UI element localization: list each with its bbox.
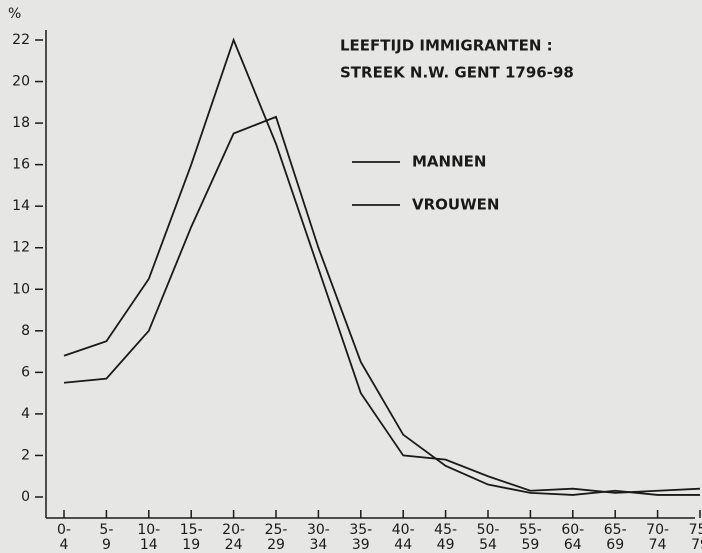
x-tick-label: 55-59 <box>519 522 542 553</box>
x-tick-label: 20-24 <box>222 522 245 553</box>
x-tick-label-part: 60- <box>561 522 584 538</box>
x-tick-label-part: 74 <box>649 537 667 553</box>
x-tick-label-part: 75- <box>689 522 702 538</box>
x-tick-label-part: 29 <box>267 537 285 553</box>
x-tick-label: 15-19 <box>180 522 203 553</box>
x-tick-label-part: 55- <box>519 522 542 538</box>
x-tick-label-part: 69 <box>606 537 624 553</box>
x-tick-label-part: 49 <box>437 537 455 553</box>
x-tick-label: 40-44 <box>392 522 415 553</box>
y-tick-label: 8 <box>21 323 30 339</box>
x-tick-label-part: 79 <box>691 537 702 553</box>
x-tick-label: 45-49 <box>434 522 457 553</box>
chart-subtitle: STREEK N.W. GENT 1796-98 <box>340 64 574 82</box>
x-tick-label: 70-74 <box>646 522 669 553</box>
x-tick-label-part: 70- <box>646 522 669 538</box>
x-tick-label: 60-64 <box>561 522 584 553</box>
y-tick-label: 20 <box>12 74 30 90</box>
y-tick-label: 10 <box>12 281 30 297</box>
legend-label: VROUWEN <box>412 196 499 214</box>
series-line <box>63 37 701 494</box>
y-tick-label: 4 <box>21 406 30 422</box>
x-tick-label-part: 4 <box>60 537 69 553</box>
x-tick-label-part: 20- <box>222 522 245 538</box>
y-tick-label: 2 <box>21 447 30 463</box>
x-tick-label: 35-39 <box>349 522 372 553</box>
x-tick-label: 25-29 <box>265 522 288 553</box>
x-tick-label: 50-54 <box>477 522 500 553</box>
series-line <box>63 115 700 496</box>
x-tick-label-part: 24 <box>225 537 243 553</box>
chart-title: LEEFTIJD IMMIGRANTEN : <box>340 37 553 55</box>
x-tick-label: 65-69 <box>604 522 627 553</box>
x-tick-label: 0-4 <box>57 522 71 553</box>
x-tick-label-part: 25- <box>265 522 288 538</box>
x-tick-label-part: 54 <box>479 537 497 553</box>
x-tick-label-part: 44 <box>394 537 412 553</box>
y-tick-label: 6 <box>21 364 30 380</box>
y-tick-label: 0 <box>21 489 30 505</box>
x-tick-label: 10-14 <box>137 522 160 553</box>
y-axis-label: % <box>8 6 21 22</box>
x-tick-label-part: 35- <box>349 522 372 538</box>
x-tick-label-part: 50- <box>477 522 500 538</box>
x-tick-label-part: 0- <box>57 522 71 538</box>
x-tick-label: 5-9 <box>99 522 113 553</box>
y-tick-label: 16 <box>12 157 30 173</box>
y-tick-label: 12 <box>12 240 30 256</box>
x-tick-label-part: 34 <box>309 537 327 553</box>
x-tick-label-part: 45- <box>434 522 457 538</box>
x-tick-label-part: 59 <box>521 537 539 553</box>
x-tick-label-part: 30- <box>307 522 330 538</box>
x-tick-label-part: 39 <box>352 537 370 553</box>
x-tick-label-part: 14 <box>140 537 158 553</box>
x-tick-label-part: 15- <box>180 522 203 538</box>
x-tick-label-part: 5- <box>99 522 113 538</box>
x-tick-label-part: 10- <box>137 522 160 538</box>
legend-label: MANNEN <box>412 153 486 171</box>
x-tick-label-part: 65- <box>604 522 627 538</box>
y-tick-label: 22 <box>12 32 30 48</box>
x-tick-label-part: 19 <box>182 537 200 553</box>
x-tick-label: 30-34 <box>307 522 330 553</box>
x-tick-label-part: 40- <box>392 522 415 538</box>
x-tick-label-part: 9 <box>102 537 111 553</box>
y-tick-label: 14 <box>12 198 30 214</box>
y-tick-label: 18 <box>12 115 30 131</box>
x-tick-label: 75-79 <box>689 522 702 553</box>
x-tick-label-part: 64 <box>564 537 582 553</box>
